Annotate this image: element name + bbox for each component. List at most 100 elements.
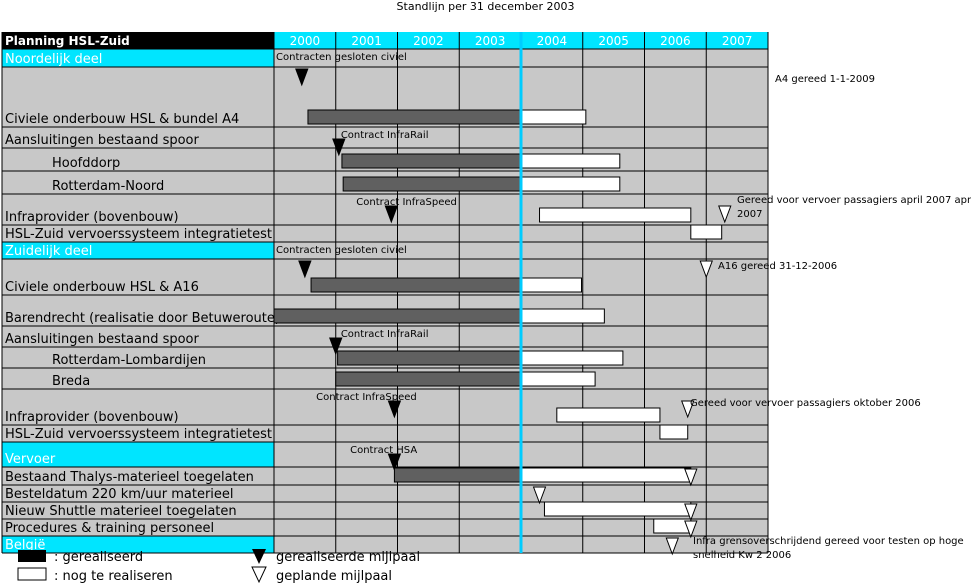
bar-todo <box>520 277 583 293</box>
row-label-cell <box>2 242 274 259</box>
row-label-cell <box>2 225 274 242</box>
legend-realised-swatch <box>18 550 46 562</box>
bar-todo <box>520 467 692 483</box>
milestone-done <box>387 400 402 419</box>
row-label-cell <box>2 127 274 148</box>
bar-todo <box>543 501 692 517</box>
milestone-done <box>329 337 343 356</box>
row-label: Noordelijk deel <box>5 52 102 67</box>
row-label-cell <box>2 148 274 171</box>
milestone-planned <box>718 205 732 224</box>
row-label-cell <box>2 425 274 442</box>
row-label-cell <box>2 389 274 425</box>
year-tick-label: 2002 <box>413 34 444 48</box>
bar-todo <box>520 109 587 125</box>
bar-realised <box>310 277 522 293</box>
milestone-done <box>332 138 346 157</box>
row-label-cell <box>2 295 274 326</box>
row-label: Rotterdam-Noord <box>52 179 164 194</box>
milestone-done <box>295 68 309 87</box>
row-label: Vervoer <box>5 452 56 467</box>
status-note: Standlijn per 31 december 2003 <box>396 0 575 13</box>
row-label: Aansluitingen bestaand spoor <box>5 332 200 347</box>
year-tick-label: 2000 <box>290 34 321 48</box>
row-label: Infraprovider (bovenbouw) <box>5 210 179 225</box>
row-label: Rotterdam-Lombardijen <box>52 353 206 368</box>
row-label-cell <box>2 326 274 347</box>
side-note: A4 gereed 1-1-2009 <box>775 74 875 85</box>
row-label: België <box>5 538 45 553</box>
milestone-note: Contract InfraRail <box>341 130 429 141</box>
bar-realised <box>342 176 522 192</box>
milestone-planned <box>684 520 698 539</box>
legend-done-milestone-label: gerealiseerde mijlpaal <box>276 550 420 565</box>
side-note: A16 gereed 31-12-2006 <box>718 261 837 272</box>
legend-realised-label: : gerealiseerd <box>54 550 143 565</box>
milestone-note: Contracten gesloten civiel <box>276 52 407 63</box>
milestone-note: Contract InfraRail <box>341 329 429 340</box>
bar-todo <box>520 350 624 366</box>
year-tick-label: 2004 <box>537 34 568 48</box>
bar-todo <box>520 371 596 387</box>
row-label-cell <box>2 194 274 225</box>
bar-realised <box>393 467 522 483</box>
row-label-cell <box>2 502 274 519</box>
year-tick-label: 2007 <box>722 34 753 48</box>
bar-realised <box>337 350 522 366</box>
milestone-note: Contracten gesloten civiel <box>276 245 407 256</box>
row-label-cell <box>2 67 274 127</box>
row-label: Barendrecht (realisatie door Betuweroute… <box>5 311 280 326</box>
row-label: Nieuw Shuttle materieel toegelaten <box>5 504 237 519</box>
row-label-cell <box>2 259 274 295</box>
row-label-cell <box>2 519 274 536</box>
year-tick-label: 2005 <box>598 34 629 48</box>
side-note: Infra grensoverschrijdend gereed voor te… <box>693 536 964 561</box>
year-tick-label: 2003 <box>475 34 506 48</box>
row-label: Procedures & training personeel <box>5 521 214 536</box>
row-label: Besteldatum 220 km/uur materieel <box>5 487 234 502</box>
year-tick-label: 2001 <box>351 34 382 48</box>
side-note: Gereed voor vervoer passagiers april 200… <box>737 195 971 220</box>
row-label: Civiele onderbouw HSL & A16 <box>5 280 199 295</box>
bar-realised <box>341 153 522 169</box>
row-label-cell <box>2 49 274 67</box>
legend-planned-milestone-label: geplande mijlpaal <box>276 569 392 584</box>
row-label-cell <box>2 171 274 194</box>
milestone-note: Contract InfraSpeed <box>316 392 417 403</box>
milestone-planned <box>699 260 713 279</box>
year-tick-label: 2006 <box>660 34 691 48</box>
chart-title: Planning HSL-Zuid <box>5 34 130 48</box>
row-label: Civiele onderbouw HSL & bundel A4 <box>5 112 239 127</box>
legend-done-milestone-icon <box>252 549 266 564</box>
side-note: Gereed voor vervoer passagiers oktober 2… <box>690 398 921 409</box>
row-label: HSL-Zuid vervoerssysteem integratietest <box>5 227 272 242</box>
row-label: Hoofddorp <box>52 156 120 171</box>
milestone-done <box>298 260 312 279</box>
row-label: Bestaand Thalys-materieel toegelaten <box>5 470 254 485</box>
row-label-cell <box>2 442 274 467</box>
bar-todo <box>520 176 621 192</box>
legend-planned-milestone-icon <box>251 566 267 584</box>
milestone-planned <box>684 503 698 522</box>
milestone-done <box>384 205 399 224</box>
milestone-planned <box>532 486 547 505</box>
milestone-planned <box>665 537 680 556</box>
bar-realised <box>335 371 522 387</box>
milestone-done <box>387 453 402 472</box>
milestone-planned <box>681 400 695 419</box>
row-label: Aansluitingen bestaand spoor <box>5 133 200 148</box>
bar-todo <box>520 153 621 169</box>
row-label: Zuidelijk deel <box>5 244 92 259</box>
bar-todo <box>520 308 605 324</box>
milestone-note: Contract HSA <box>350 445 417 456</box>
bar-realised <box>273 308 522 324</box>
bar-todo <box>659 424 689 440</box>
milestone-note: Contract InfraSpeed <box>356 197 457 208</box>
row-label: HSL-Zuid vervoerssysteem integratietest <box>5 427 272 442</box>
bar-realised <box>307 109 522 125</box>
row-label-cell <box>2 347 274 368</box>
row-label-cell <box>2 467 274 485</box>
legend-todo-swatch <box>17 567 47 581</box>
bar-todo <box>690 224 723 240</box>
